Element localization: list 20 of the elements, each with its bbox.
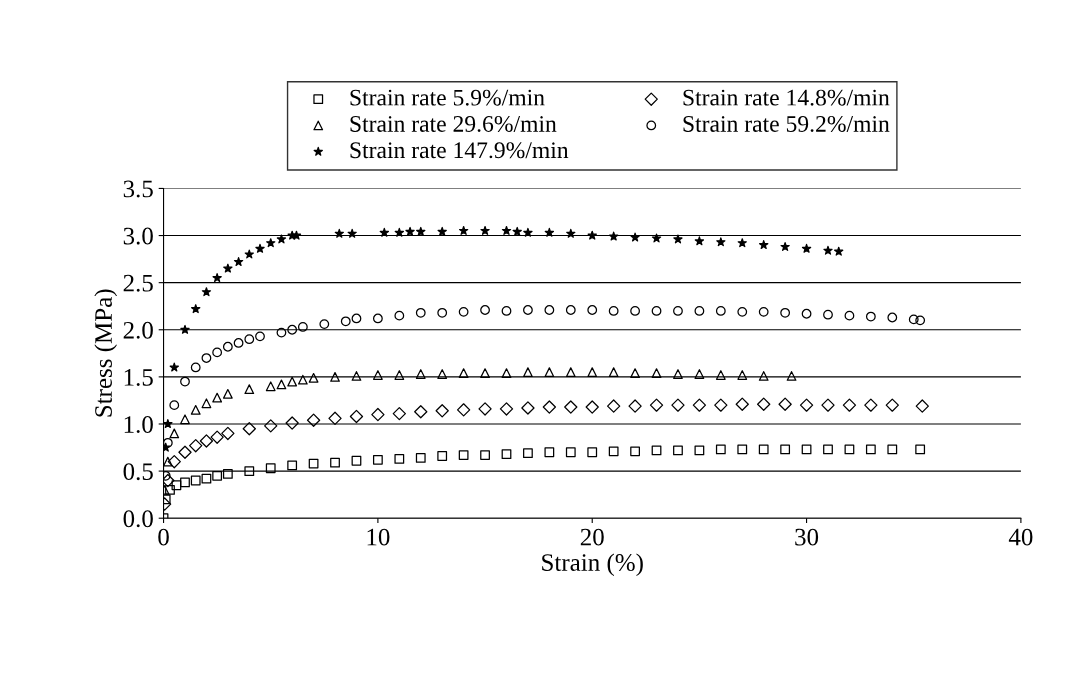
y-tick-label: 0.5 <box>123 463 153 481</box>
legend-label: Strain rate 29.6%/min <box>350 115 557 132</box>
legend-label: Strain rate 5.9%/min <box>350 89 545 106</box>
x-axis-title: Strain (%) <box>542 553 643 577</box>
y-axis-title: Stress (MPa) <box>94 289 118 417</box>
x-tick-label: 20 <box>580 528 604 546</box>
x-tick-label: 30 <box>795 528 819 546</box>
x-tick-label: 0 <box>158 528 169 546</box>
y-tick-label: 0.0 <box>123 510 153 528</box>
y-tick-label: 1.0 <box>124 416 153 434</box>
y-tick-label: 2.5 <box>123 274 153 292</box>
legend-label: Strain rate 14.8%/min <box>683 89 890 106</box>
legend-label: Strain rate 147.9%/min <box>350 142 569 159</box>
legend-label: Strain rate 59.2%/min <box>683 115 890 132</box>
y-tick-label: 3.0 <box>123 227 153 245</box>
y-tick-label: 2.0 <box>123 321 153 339</box>
y-tick-label: 3.5 <box>123 180 153 198</box>
x-tick-label: 10 <box>367 528 390 546</box>
x-tick-label: 40 <box>1008 528 1033 546</box>
y-tick-label: 1.5 <box>124 369 153 386</box>
